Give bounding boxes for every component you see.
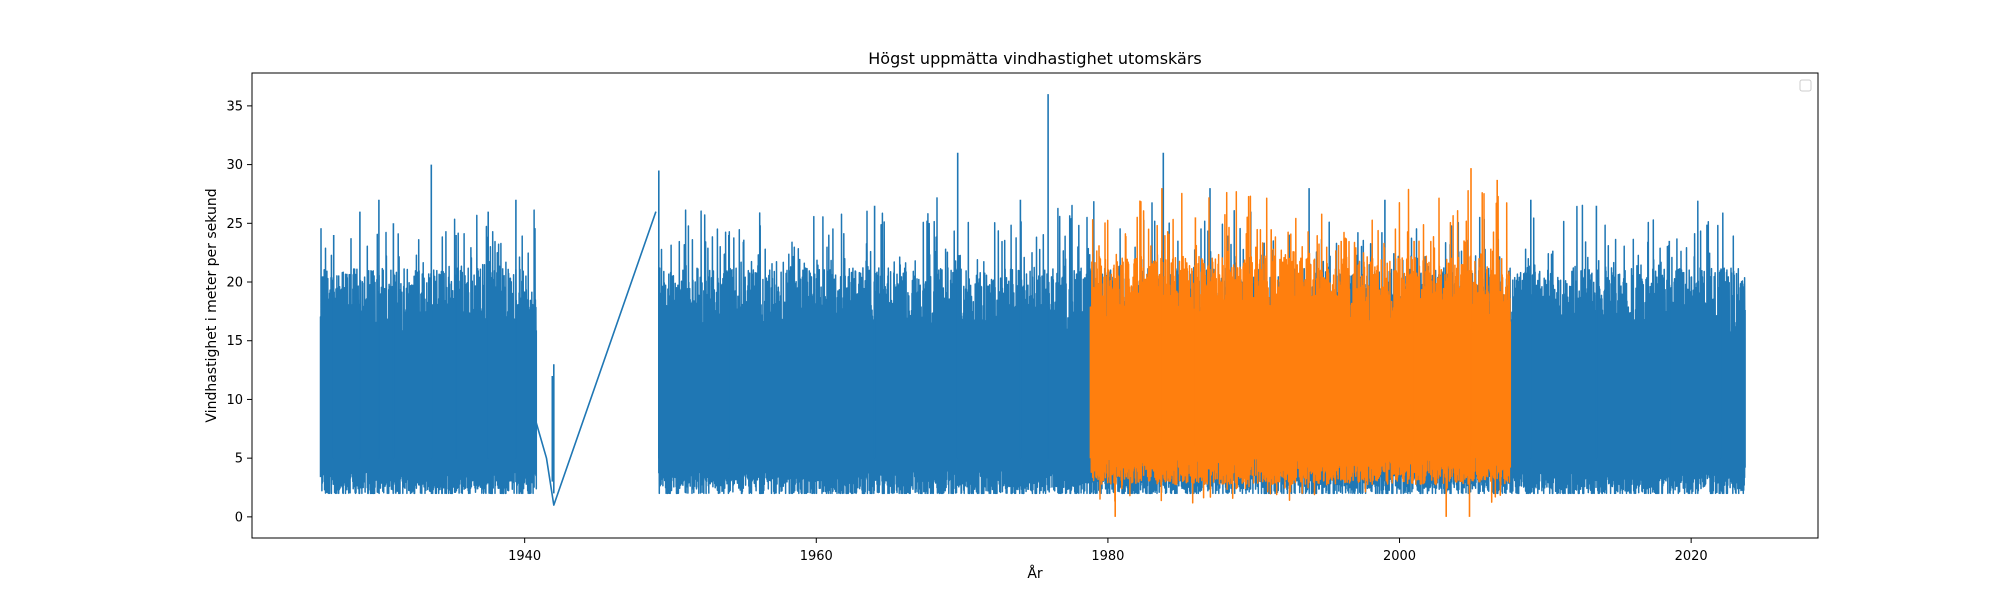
x-tick-label: 1960 [800,549,833,564]
y-axis-label: Vindhastighet i meter per sekund [204,188,220,422]
series-line [319,209,538,495]
plot-frame [251,72,1819,539]
x-tick-label: 2000 [1383,549,1416,564]
y-tick-label: 15 [226,334,243,349]
y-tick-label: 35 [226,99,243,114]
series-1 [319,94,1746,506]
x-tick-label: 1980 [1091,549,1124,564]
y-tick-label: 25 [226,217,243,232]
y-tick-label: 20 [226,276,243,291]
series-layer [319,94,1746,517]
x-tick-label: 2020 [1675,549,1708,564]
series-line [535,211,657,506]
x-axis: 1940 1960 1980 2000 2020 [508,538,1708,564]
y-tick-label: 30 [226,158,243,173]
x-tick-label: 1940 [508,549,541,564]
y-tick-label: 10 [226,393,243,408]
y-tick-label: 0 [235,510,243,525]
y-axis: 0 5 10 15 20 25 30 35 [226,99,252,525]
legend-box [1799,79,1812,92]
x-axis-label: År [1027,565,1043,582]
chart-title: Högst uppmätta vindhastighet utomskärs [868,49,1202,68]
series-line [551,364,555,494]
series-line [1089,188,1512,504]
y-tick-label: 5 [235,452,243,467]
series-2 [1089,168,1512,517]
